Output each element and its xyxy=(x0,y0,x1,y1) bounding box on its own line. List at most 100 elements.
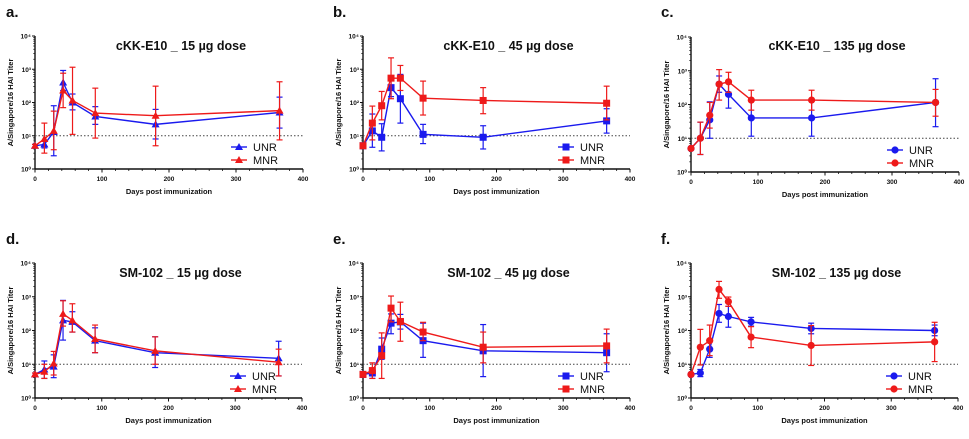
data-point-mnr xyxy=(378,102,386,110)
y-tick-label: 10⁴ xyxy=(349,261,359,268)
chart-panel-e: e. SM-102 _ 45 µg dose 10⁰ 10¹ 10² 10³ 10⁴ 0 100… xyxy=(327,227,650,439)
data-point-mnr xyxy=(40,367,49,375)
series-line-mnr xyxy=(34,89,280,147)
data-point-mnr xyxy=(31,141,39,149)
legend-marker-mnr xyxy=(891,159,899,167)
y-tick-label: 10¹ xyxy=(22,362,31,369)
legend-marker-mnr xyxy=(235,156,243,163)
x-tick-label: 100 xyxy=(96,405,107,412)
x-tick-label: 400 xyxy=(297,405,308,412)
data-point-mnr xyxy=(747,333,755,341)
legend-label-unr: UNR xyxy=(580,142,604,154)
data-point-mnr xyxy=(359,370,367,378)
y-axis-label: A/Singapore/16 HAI Titer xyxy=(662,287,671,375)
data-point-mnr xyxy=(49,359,58,367)
y-tick-label: 10⁴ xyxy=(21,34,31,41)
chart-title: SM-102 _ 135 µg dose xyxy=(772,266,902,280)
panel-letter: f. xyxy=(661,231,671,248)
y-tick-label: 10⁴ xyxy=(21,261,31,268)
data-point-mnr xyxy=(687,370,695,379)
x-tick-label: 0 xyxy=(33,176,37,183)
data-point-mnr xyxy=(91,109,100,117)
x-tick-label: 100 xyxy=(424,176,435,183)
series-line-mnr xyxy=(690,81,936,149)
data-point-mnr xyxy=(359,142,367,150)
y-tick-label: 10³ xyxy=(350,294,360,301)
data-point-unr xyxy=(396,95,404,103)
data-point-mnr xyxy=(378,352,386,360)
data-point-unr xyxy=(696,369,704,377)
data-point-mnr xyxy=(724,297,732,306)
y-tick-label: 10² xyxy=(350,328,360,335)
chart-svg: SM-102 _ 45 µg dose 10⁰ 10¹ 10² 10³ 10⁴ 0 100 20… xyxy=(334,261,636,426)
legend-label-mnr: MNR xyxy=(580,384,605,396)
y-tick-label: 10² xyxy=(350,100,360,107)
y-tick-label: 10⁴ xyxy=(677,35,687,42)
y-tick-label: 10⁰ xyxy=(677,169,687,177)
x-tick-label: 0 xyxy=(689,179,693,186)
data-point-mnr xyxy=(603,342,611,350)
chart-panel-c: c. cKK-E10 _ 135 µg dose 10⁰ 10¹ 10² 10³ 10⁴ 0 1… xyxy=(655,0,969,212)
legend-label-mnr: MNR xyxy=(909,158,934,170)
legend-marker-unr xyxy=(562,372,570,380)
data-point-unr xyxy=(479,133,487,141)
data-point-unr xyxy=(747,318,755,326)
series-line-unr xyxy=(34,319,279,376)
y-tick-label: 10² xyxy=(678,328,688,335)
chart-title: cKK-E10 _ 45 µg dose xyxy=(443,39,573,53)
y-tick-label: 10² xyxy=(678,102,688,109)
data-point-unr xyxy=(715,309,723,318)
x-tick-label: 0 xyxy=(689,405,693,412)
x-tick-label: 0 xyxy=(361,405,365,412)
x-axis-label: Days post immunization xyxy=(453,416,540,425)
x-tick-label: 300 xyxy=(558,405,569,412)
data-point-mnr xyxy=(31,370,39,378)
data-point-mnr xyxy=(931,98,940,107)
y-tick-label: 10⁴ xyxy=(349,34,359,41)
y-tick-label: 10⁰ xyxy=(349,166,359,174)
chart-title: SM-102 _ 45 µg dose xyxy=(447,266,570,280)
data-point-mnr xyxy=(687,144,695,153)
legend-marker-unr xyxy=(562,143,570,151)
x-tick-label: 0 xyxy=(361,176,365,183)
x-tick-label: 200 xyxy=(819,405,830,412)
x-tick-label: 0 xyxy=(33,405,37,412)
data-point-mnr xyxy=(706,337,714,345)
x-tick-label: 400 xyxy=(625,176,636,183)
data-point-mnr xyxy=(696,343,704,351)
y-tick-label: 10³ xyxy=(350,67,360,74)
data-point-mnr xyxy=(808,96,816,104)
y-tick-label: 10⁰ xyxy=(677,395,687,403)
data-point-unr xyxy=(603,117,611,125)
legend-marker-unr xyxy=(235,143,243,150)
y-tick-label: 10² xyxy=(22,100,32,107)
data-point-mnr xyxy=(396,317,404,325)
data-point-mnr xyxy=(696,134,704,142)
data-point-mnr xyxy=(68,316,77,324)
legend-label-unr: UNR xyxy=(909,145,933,157)
y-axis-label: A/Singapore/16 HAI Titer xyxy=(662,61,671,149)
data-point-mnr xyxy=(807,341,815,350)
legend-label-mnr: MNR xyxy=(580,155,605,167)
data-point-mnr xyxy=(931,338,939,346)
legend-marker-unr xyxy=(890,372,898,380)
legend-label-mnr: MNR xyxy=(253,155,278,167)
chart-title: cKK-E10 _ 135 µg dose xyxy=(768,39,905,53)
data-point-mnr xyxy=(275,106,284,114)
data-point-unr xyxy=(808,114,816,122)
y-tick-label: 10¹ xyxy=(350,133,359,140)
y-tick-label: 10³ xyxy=(22,294,32,301)
x-tick-label: 200 xyxy=(820,179,831,186)
data-point-mnr xyxy=(479,96,487,104)
panel-letter: e. xyxy=(333,231,346,248)
y-tick-label: 10² xyxy=(22,328,32,335)
x-tick-label: 400 xyxy=(625,405,636,412)
x-tick-label: 300 xyxy=(886,405,897,412)
legend-label-unr: UNR xyxy=(253,142,277,154)
data-point-mnr xyxy=(68,96,77,104)
data-point-mnr xyxy=(274,358,283,366)
legend-label-unr: UNR xyxy=(252,371,276,383)
chart-svg: SM-102 _ 135 µg dose 10⁰ 10¹ 10² 10³ 10⁴ 0 100 2… xyxy=(662,261,964,426)
x-tick-label: 200 xyxy=(491,405,502,412)
chart-svg: cKK-E10 _ 135 µg dose 10⁰ 10¹ 10² 10³ 10⁴ 0 100… xyxy=(662,35,965,200)
